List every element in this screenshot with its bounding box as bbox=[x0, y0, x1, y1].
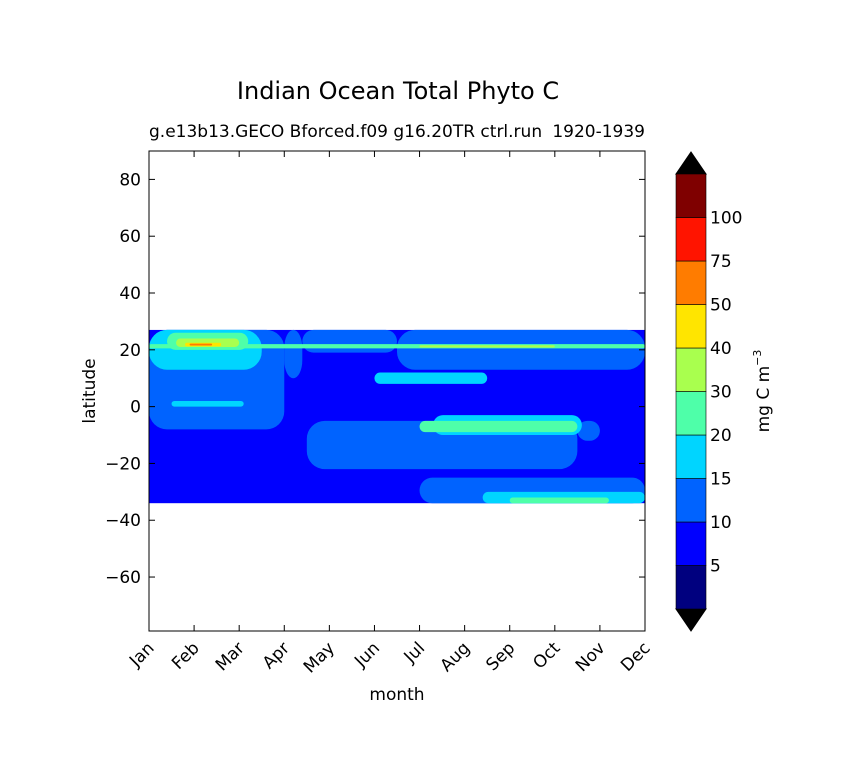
colorbar-swatch bbox=[675, 391, 707, 436]
colorbar-extend-max bbox=[675, 151, 707, 175]
chart-subtitle-right: 1920-1939 bbox=[552, 122, 645, 142]
x-tick-label: Nov bbox=[572, 638, 610, 676]
heatmap-region bbox=[284, 329, 303, 379]
chart-title: Indian Ocean Total Phyto C bbox=[237, 77, 559, 105]
colorbar-swatch bbox=[675, 565, 707, 610]
colorbar-label: mg C m−3 bbox=[751, 350, 774, 433]
heatmap-region bbox=[419, 345, 555, 348]
colorbar: 5 10 15 20 30 40 50 75 100 bbox=[675, 151, 742, 632]
colorbar-tick-label: 75 bbox=[710, 252, 732, 272]
colorbar-swatch bbox=[675, 260, 707, 305]
chart-subtitle-left: g.e13b13.GECO Bforced.f09 g16.20TR ctrl.… bbox=[149, 122, 542, 142]
colorbar-swatch bbox=[675, 434, 707, 479]
x-tick-label: Aug bbox=[437, 638, 475, 676]
colorbar-unit: mg C m bbox=[754, 366, 774, 433]
x-tick-label: Mar bbox=[212, 638, 249, 675]
colorbar-tick-label: 20 bbox=[710, 426, 732, 446]
y-tick-label: −60 bbox=[105, 568, 141, 588]
colorbar-swatch bbox=[675, 347, 707, 392]
heatmap-region bbox=[419, 420, 578, 433]
heatmap-region bbox=[577, 420, 600, 441]
colorbar-unit-exponent: −3 bbox=[751, 350, 764, 366]
heatmap-region bbox=[189, 343, 213, 346]
heatmap-region bbox=[302, 329, 397, 353]
x-tick-label: Dec bbox=[617, 638, 654, 675]
y-tick-label: −20 bbox=[105, 454, 141, 474]
y-axis-label: latitude bbox=[80, 358, 100, 423]
heatmap-region bbox=[397, 329, 645, 370]
colorbar-swatch bbox=[675, 173, 707, 218]
x-tick-label: Jul bbox=[400, 638, 429, 667]
y-tick-label: 0 bbox=[130, 398, 141, 418]
plot-frame bbox=[148, 150, 646, 632]
colorbar-swatch bbox=[675, 217, 707, 262]
colorbar-swatch bbox=[675, 478, 707, 523]
x-tick-label: May bbox=[300, 638, 339, 677]
y-axis: 80 60 40 20 0 −20 −40 −60 bbox=[105, 170, 645, 588]
x-tick-label: Apr bbox=[259, 638, 294, 673]
colorbar-tick-label: 100 bbox=[710, 209, 742, 229]
colorbar-tick-label: 50 bbox=[710, 296, 732, 316]
colorbar-tick-label: 15 bbox=[710, 470, 732, 490]
colorbar-swatch bbox=[675, 304, 707, 349]
y-tick-label: 60 bbox=[119, 227, 141, 247]
x-axis-label: month bbox=[369, 685, 424, 705]
y-tick-label: 20 bbox=[119, 341, 141, 361]
heatmap-region bbox=[509, 497, 609, 504]
colorbar-swatch bbox=[675, 521, 707, 566]
x-tick-label: Jun bbox=[350, 638, 384, 672]
colorbar-tick-label: 40 bbox=[710, 339, 732, 359]
x-tick-label: Sep bbox=[482, 638, 519, 675]
colorbar-tick-label: 10 bbox=[710, 513, 732, 533]
colorbar-tick-label: 5 bbox=[710, 557, 721, 577]
y-tick-label: 80 bbox=[119, 170, 141, 190]
x-tick-label: Oct bbox=[529, 638, 564, 673]
y-tick-label: −40 bbox=[105, 511, 141, 531]
heatmap-region bbox=[171, 400, 244, 407]
colorbar-tick-label: 30 bbox=[710, 383, 732, 403]
x-tick-label: Jan bbox=[125, 638, 158, 671]
heatmap-regions bbox=[149, 329, 645, 504]
colorbar-extend-min bbox=[675, 608, 707, 632]
x-tick-label: Feb bbox=[168, 638, 203, 673]
heatmap-region bbox=[374, 372, 488, 384]
y-tick-label: 40 bbox=[119, 284, 141, 304]
